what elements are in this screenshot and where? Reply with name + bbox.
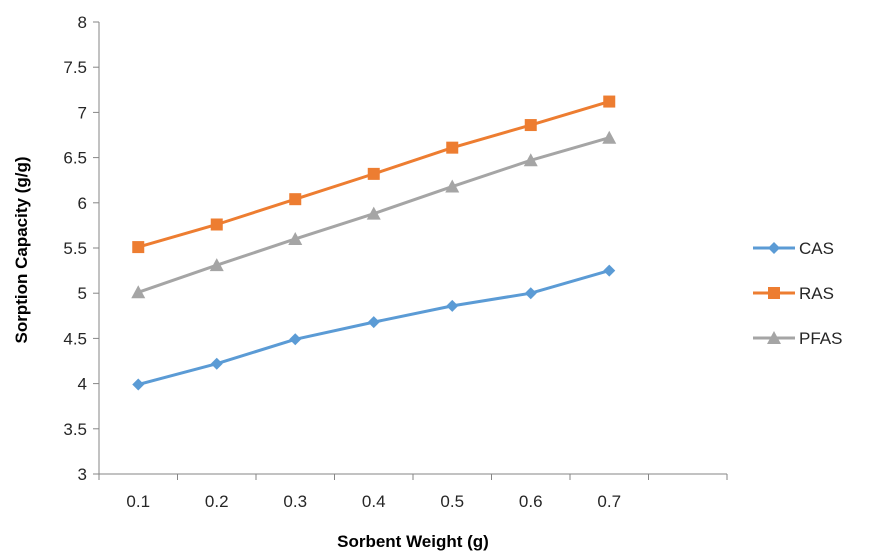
data-point [131, 285, 146, 299]
legend-item-cas: CAS [753, 239, 834, 258]
x-tick-label: 0.3 [283, 492, 307, 511]
data-point [446, 299, 459, 312]
y-tick-label: 5 [78, 284, 87, 303]
x-tick-label: 0.2 [205, 492, 229, 511]
series-pfas [131, 130, 617, 299]
data-point [603, 264, 616, 277]
legend-label: PFAS [799, 329, 842, 348]
data-point [366, 206, 381, 220]
x-tick-label: 0.5 [440, 492, 464, 511]
data-point [603, 95, 616, 108]
data-point [768, 287, 780, 299]
y-tick-label: 8 [78, 13, 87, 32]
x-tick-label: 0.6 [519, 492, 543, 511]
chart-series [131, 95, 617, 391]
data-point [524, 119, 537, 132]
x-tick-label: 0.7 [597, 492, 621, 511]
y-tick-label: 7.5 [63, 58, 87, 77]
data-point [445, 179, 460, 193]
y-tick-label: 3.5 [63, 420, 87, 439]
data-point [210, 218, 223, 231]
data-point [367, 167, 380, 180]
data-point [367, 316, 380, 329]
y-tick-label: 6 [78, 194, 87, 213]
data-point [602, 130, 617, 144]
data-point [523, 153, 538, 167]
x-tick-label: 0.1 [126, 492, 150, 511]
y-axis-title: Sorption Capacity (g/g) [12, 157, 31, 344]
y-tick-label: 7 [78, 103, 87, 122]
x-tick-label: 0.4 [362, 492, 386, 511]
legend-item-pfas: PFAS [753, 329, 842, 348]
data-point [132, 378, 145, 391]
data-point [524, 287, 537, 300]
y-tick-label: 3 [78, 465, 87, 484]
data-point [209, 258, 224, 272]
legend-label: RAS [799, 284, 834, 303]
series-cas [132, 264, 616, 391]
y-tick-label: 5.5 [63, 239, 87, 258]
chart-legend: CAS RAS PFAS [753, 239, 842, 348]
data-point [289, 193, 302, 206]
chart-axes: 3 3.5 4 4.5 5 5.5 6 6.5 7 7.5 8 0.1 0.2 0.3 0.4 0.5 0.6 0… [63, 13, 728, 511]
data-point [288, 231, 303, 245]
x-axis-title: Sorbent Weight (g) [337, 532, 489, 551]
series-ras [132, 95, 616, 254]
data-point [132, 241, 145, 254]
legend-item-ras: RAS [753, 284, 834, 303]
legend-label: CAS [799, 239, 834, 258]
y-tick-label: 4.5 [63, 329, 87, 348]
data-point [446, 141, 459, 154]
data-point [210, 357, 223, 370]
data-point [768, 242, 780, 254]
data-point [289, 333, 302, 346]
data-point [767, 331, 781, 344]
y-tick-label: 4 [78, 375, 87, 394]
y-tick-label: 6.5 [63, 149, 87, 168]
